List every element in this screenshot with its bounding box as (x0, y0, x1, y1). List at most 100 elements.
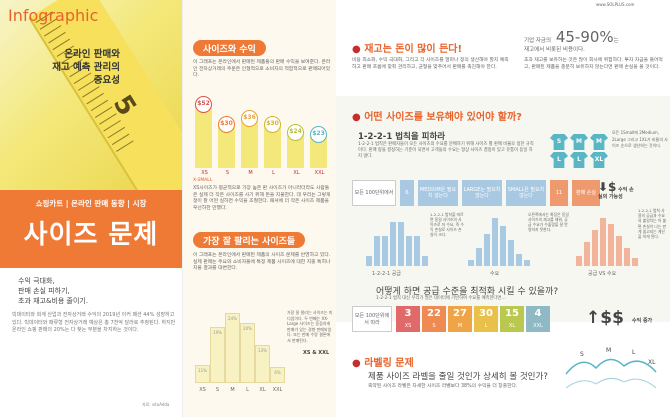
banner-title: 사이즈 문제 (23, 220, 159, 250)
best-sizes-text: 이 그래프는 온라인에서 판매된 제품의 사이즈 문제를 반영하고 있다. 실제… (193, 253, 331, 271)
band-cell-size: S (432, 323, 436, 329)
intro-paragraph: 빅데이터와 회계 산업과 전자상거래 수익의 2019년 이커 패션 44% 성… (12, 312, 176, 333)
best-sizes-bar-chart: 11% 19% 24% 20% 13% 6% (195, 308, 315, 383)
labeling-subtitle: 제품 사이즈 라벨을 줄일 것인가 상세히 볼 것인가? (368, 372, 548, 382)
loss-label-text: 수익 손실의 가능성 (598, 187, 634, 200)
band-cell-count: 3 (404, 308, 412, 319)
histogram-bar (390, 222, 396, 266)
banner-subtitle: 쇼핑카트 | 온라인 판매 동향 | 시장 (35, 199, 147, 208)
band-cell-count: 22 (427, 308, 441, 319)
size-bar-value: 6% (274, 370, 281, 375)
band-cell-count: 4 (534, 308, 542, 319)
percent-stat: 기업 자금의 45-90%는 (524, 28, 619, 46)
histogram-bar (492, 218, 498, 266)
price-tag-size-labels: XS S M L XL XXL (193, 170, 333, 176)
size-bar: 24% (225, 313, 240, 383)
band-cell-size: XS (404, 323, 412, 329)
xsmall-label: X-SMALL (193, 178, 213, 183)
price-tags-chart: $52 $30 $36 $30 $24 $23 (193, 96, 333, 168)
price-tag-size: XL (293, 170, 300, 176)
left-column: 5 Infographic 온라인 판매와 재고 예측 관리의 중요성 쇼핑카트… (0, 0, 182, 417)
hero-line-3: 중요성 (93, 75, 120, 86)
rule-text: 1-2-2-1 법칙은 판매자들이 모든 사이즈의 수요를 분배하기 위해 사이… (358, 142, 534, 159)
which-sizes-section: ● 어떤 사이즈를 보유해야 있어야 할까? 모든 1Small에 2Mediu… (336, 96, 670, 322)
histogram-bar (476, 248, 482, 266)
optimize-text: 1-2-2-1 법칙 대신 우리가 필은 데이터에 기반하여 수요를 예측한다면… (376, 296, 506, 301)
size-bar-value: 24% (228, 316, 237, 321)
key-point: 초과 재고&비용 줄이기. (18, 297, 89, 305)
key-point: 판매 손실 피하기, (18, 287, 70, 295)
size-bar: 11% (195, 365, 210, 383)
price-tag-size: S (225, 170, 230, 176)
band-cell: 27 M (448, 306, 472, 332)
infographic-logo: Infographic (8, 6, 99, 25)
band-cell-size: L (484, 323, 488, 329)
hist-label: 공급 VS 수요 (588, 271, 617, 277)
hist-label: 수요 (490, 271, 500, 277)
histogram-bar (616, 236, 622, 266)
size-bar-label: XL (259, 387, 266, 393)
section-title-best-sizes: 가장 잘 팔리는 사이즈들 (193, 232, 306, 248)
histogram-bar (508, 240, 514, 266)
band-cell: 3 XS (396, 306, 420, 332)
which-sizes-title: ● 어떤 사이즈를 보유해야 있어야 할까? (352, 112, 522, 123)
rule-title: 1-2-2-1 법칙을 피하라 (358, 132, 446, 142)
histogram-bar (366, 256, 372, 266)
band-cell-count: 15 (505, 308, 519, 319)
band-cell: 15 XL (500, 306, 524, 332)
histogram-bar (624, 248, 630, 266)
price-tag: $36 (241, 110, 258, 168)
flow-box: 6 (400, 180, 414, 206)
curve-label: L (632, 349, 636, 356)
flow-box: 11 (550, 180, 568, 206)
size-bar: 20% (240, 323, 255, 383)
labeling-title: ● 라벨링 문제 (352, 358, 414, 369)
price-tag: $24 (287, 124, 304, 168)
price-tag: $52 (195, 96, 212, 168)
histogram-bar (414, 236, 420, 266)
band-cell-count: 27 (453, 308, 467, 319)
supply-note: 1-2-2-1 법칙을 따르면 동일 사이즈의 사이즈로 저 수요, 즉 수익 … (430, 212, 464, 237)
price-tag: $23 (310, 126, 327, 168)
shirt-icon: L (570, 152, 588, 168)
curve-label: M (606, 347, 611, 354)
inventory-section: ● 재고는 돈이 많이 든다! 비용 최소화, 수익 극대화, 그리고 각 사이… (336, 0, 670, 96)
histogram-bar (484, 234, 490, 266)
size-bar-value: 19% (213, 330, 222, 335)
measuring-tape-illustration: 5 (28, 0, 182, 190)
histogram-bar (608, 224, 614, 266)
labeling-title-text: 라벨링 문제 (364, 358, 414, 369)
histogram-bar (374, 236, 380, 266)
shirt-icon: M (570, 134, 588, 150)
size-bar: 19% (210, 327, 225, 383)
middle-column: 사이즈와 수익 이 그래프는 온라인에서 판매된 제품들의 판매 수익을 보여준… (182, 0, 336, 417)
histogram-bar (524, 260, 530, 266)
supply-vs-demand-histogram (576, 214, 638, 266)
band-cell-size: XXL (533, 323, 543, 329)
size-bar-label: L (246, 387, 249, 393)
percent-text: 초과 재고를 보유하는 것은 많이 회사에 위험하다. 투자 자금을 들어먹고,… (524, 58, 663, 70)
histogram-bar (422, 256, 428, 266)
histogram-bar (632, 258, 638, 266)
band-cell: 22 S (422, 306, 446, 332)
shirt-icon: L (550, 152, 568, 168)
flow-box: 판매 손실 (572, 180, 600, 206)
price-tag: $30 (218, 116, 235, 168)
percent-subtitle: 재고에서 비롯된 비용이다. (524, 47, 585, 53)
size-bar-value: 20% (243, 326, 252, 331)
demand-note: 오른쪽에서는 화장은 동일 사이즈의 재고를 채워, 공급 수요가 수출량을 잘… (528, 212, 569, 232)
profit-up-icon: ↑$$ (586, 308, 624, 328)
curve-label: S (580, 351, 584, 358)
price-tag-value: $36 (241, 110, 258, 127)
band-cell: 30 L (474, 306, 498, 332)
price-tag-value: $30 (264, 116, 281, 133)
histogram-bar (406, 236, 412, 266)
band-cell: 4 XXL (526, 306, 550, 332)
inventory-title-text: 재고는 돈이 많이 든다! (364, 44, 463, 55)
demand-histogram (468, 214, 530, 266)
flow-box: LARGE는 필요치 않는다 (462, 180, 502, 206)
shirt-icon: M (590, 134, 608, 150)
histogram-bar (398, 222, 404, 266)
size-bar-label: XS (199, 387, 206, 393)
